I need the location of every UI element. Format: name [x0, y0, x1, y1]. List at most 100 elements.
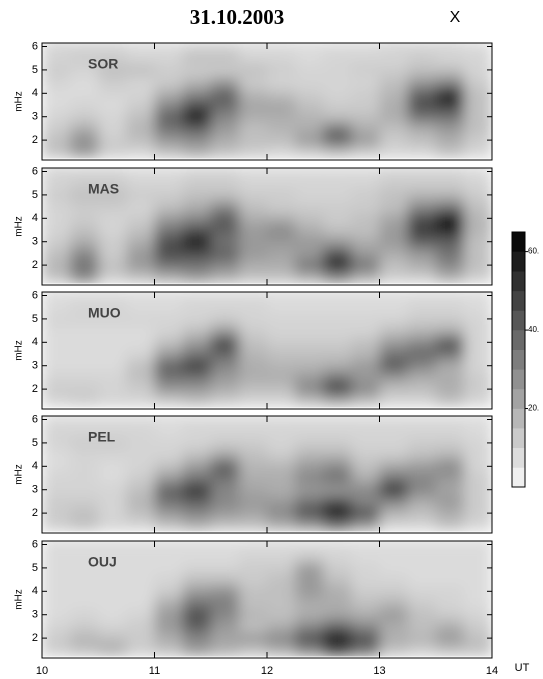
cell: [126, 87, 155, 100]
cell: [182, 247, 212, 260]
cell: [154, 425, 184, 438]
cell: [463, 472, 492, 485]
cell: [182, 212, 212, 225]
cell: [126, 145, 155, 159]
cell: [351, 597, 380, 610]
cell: [323, 348, 352, 361]
cell: [182, 292, 212, 302]
cell: [42, 52, 71, 65]
cell: [154, 110, 184, 124]
cell: [267, 425, 296, 438]
cell: [154, 270, 184, 284]
cell: [407, 416, 437, 426]
cell: [351, 472, 380, 485]
cell: [182, 562, 212, 575]
cell: [323, 134, 352, 147]
cell: [435, 416, 465, 426]
cell: [98, 292, 127, 302]
cell: [267, 259, 296, 272]
cell: [323, 448, 352, 461]
cell: [126, 495, 155, 508]
cell: [98, 145, 127, 159]
cell: [126, 189, 155, 202]
cell: [210, 200, 240, 213]
cell: [379, 472, 409, 485]
cell: [42, 562, 71, 575]
cell: [295, 64, 324, 77]
cell: [182, 177, 212, 190]
cell: [238, 177, 268, 190]
cell: [379, 416, 409, 426]
cell: [210, 620, 240, 633]
cell: [126, 177, 155, 190]
heatmap-cells: [42, 292, 492, 408]
cell: [267, 507, 296, 520]
y-tick-label: 6: [32, 289, 38, 301]
cell: [126, 134, 155, 147]
cell: [238, 189, 268, 202]
cell: [182, 597, 212, 610]
cell: [463, 324, 492, 337]
cell: [210, 43, 240, 53]
cell: [295, 177, 324, 190]
cell: [126, 518, 155, 532]
cell: [435, 632, 465, 645]
cell: [435, 483, 465, 497]
cell: [70, 99, 99, 112]
cell: [154, 507, 184, 520]
cell: [238, 43, 268, 53]
cell: [379, 541, 409, 551]
cell: [323, 75, 352, 88]
cell: [435, 324, 465, 337]
cell: [238, 608, 268, 622]
cell: [323, 324, 352, 337]
cell: [210, 608, 240, 622]
cell: [351, 371, 380, 384]
cell: [463, 643, 492, 657]
cell: [154, 383, 184, 396]
cell: [126, 200, 155, 213]
cell: [210, 541, 240, 551]
cell: [267, 495, 296, 508]
cell: [42, 507, 71, 520]
cell: [70, 301, 99, 314]
cell: [70, 64, 99, 77]
cell: [379, 235, 409, 249]
cell: [351, 336, 380, 349]
cell: [295, 573, 324, 586]
cell: [238, 562, 268, 575]
cell: [42, 472, 71, 485]
cell: [351, 270, 380, 284]
cell: [210, 425, 240, 438]
cell: [267, 437, 296, 450]
heatmap-cells: [42, 43, 492, 159]
station-label: OUJ: [88, 554, 117, 570]
cell: [238, 383, 268, 396]
cell: [98, 110, 127, 124]
cell: [463, 371, 492, 384]
cell: [238, 597, 268, 610]
cell: [323, 585, 352, 598]
cell: [182, 43, 212, 53]
cell: [126, 359, 155, 373]
cell: [70, 212, 99, 225]
cell: [407, 200, 437, 213]
cell: [238, 52, 268, 65]
cell: [238, 64, 268, 77]
cell: [42, 301, 71, 314]
cell: [267, 200, 296, 213]
cell: [210, 168, 240, 178]
cell: [70, 348, 99, 361]
cell: [323, 562, 352, 575]
y-tick-label: 3: [32, 111, 38, 123]
cell: [70, 43, 99, 53]
cell: [463, 608, 492, 622]
cell: [295, 550, 324, 563]
cell: [351, 550, 380, 563]
cell: [98, 200, 127, 213]
colorbar-tick-label: 20.: [528, 404, 539, 413]
cell: [267, 64, 296, 77]
cell: [42, 483, 71, 497]
cell: [238, 348, 268, 361]
cell: [70, 597, 99, 610]
